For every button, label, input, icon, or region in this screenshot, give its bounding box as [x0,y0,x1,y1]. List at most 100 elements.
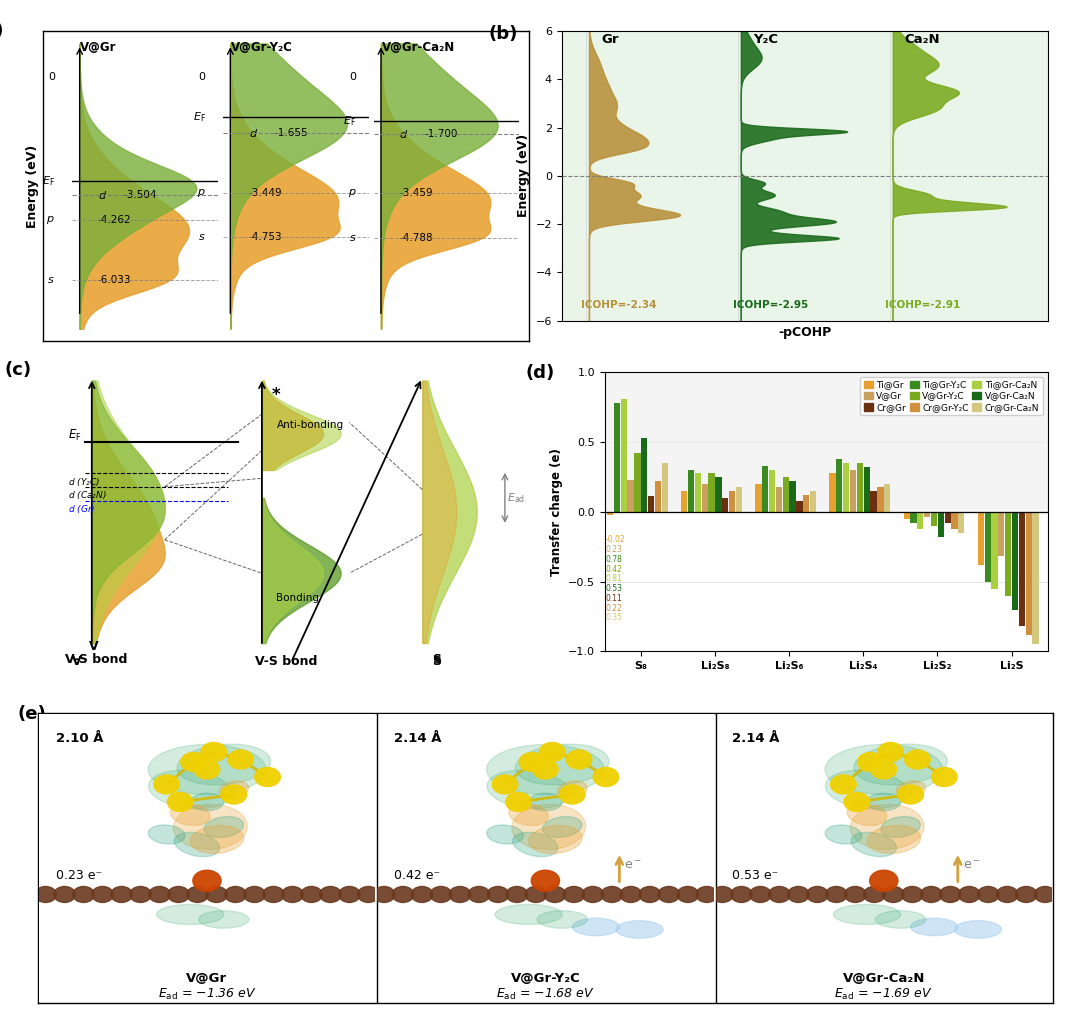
Ellipse shape [487,744,604,794]
Text: Ca₂N: Ca₂N [905,33,941,47]
Circle shape [878,742,903,761]
Text: $s$: $s$ [349,233,356,243]
Text: $E_\mathsf{F}$: $E_\mathsf{F}$ [192,111,205,124]
Ellipse shape [199,911,249,929]
Ellipse shape [850,804,924,850]
Circle shape [750,886,771,903]
Circle shape [940,886,961,903]
Circle shape [194,760,219,779]
Bar [1018,512,1025,627]
Text: ICOHP=-2.34: ICOHP=-2.34 [581,301,657,310]
Circle shape [905,750,930,769]
Text: $d$: $d$ [248,126,258,139]
Text: 0.53 e⁻: 0.53 e⁻ [732,870,779,882]
Ellipse shape [867,825,920,853]
Circle shape [167,792,193,812]
Text: 2.14 Å: 2.14 Å [394,732,442,744]
Bar [662,463,667,512]
Circle shape [563,886,584,903]
Bar [654,481,661,512]
Bar [870,491,877,512]
Text: -4.788: -4.788 [400,233,433,243]
Ellipse shape [515,744,609,785]
Ellipse shape [955,920,1001,938]
Bar [729,491,735,512]
Circle shape [92,886,113,903]
Bar [931,512,937,526]
Legend: Ti@Gr, V@Gr, Cr@Gr, Ti@Gr-Y₂C, V@Gr-Y₂C, Cr@Gr-Y₂C, Ti@Gr-Ca₂N, V@Gr-Ca₂N, Cr@Gr: Ti@Gr, V@Gr, Cr@Gr, Ti@Gr-Y₂C, V@Gr-Y₂C,… [860,376,1043,416]
Bar [642,437,647,512]
Ellipse shape [910,918,958,936]
Text: $d$: $d$ [400,128,408,140]
Text: -4.753: -4.753 [248,232,282,242]
Circle shape [544,886,566,903]
Ellipse shape [616,920,663,938]
Ellipse shape [825,825,862,844]
Text: $s$: $s$ [198,232,205,242]
Ellipse shape [509,803,549,825]
Circle shape [180,753,206,771]
Circle shape [566,750,592,769]
Bar [951,512,958,528]
Ellipse shape [881,817,920,838]
Bar [998,512,1004,556]
Text: V-S bond: V-S bond [255,656,318,668]
Circle shape [872,760,896,779]
Bar [796,500,802,512]
Ellipse shape [834,905,901,924]
Circle shape [582,886,604,903]
Text: 0.35: 0.35 [606,613,622,622]
Ellipse shape [190,825,244,853]
Circle shape [825,886,847,903]
Circle shape [531,871,559,891]
Circle shape [1015,886,1037,903]
Circle shape [807,886,828,903]
Ellipse shape [537,911,588,929]
Text: *: * [272,386,280,404]
Text: (b): (b) [489,25,518,43]
Circle shape [149,886,171,903]
Text: $d$ (Ca₂N): $d$ (Ca₂N) [67,489,106,501]
Y-axis label: Energy (eV): Energy (eV) [517,134,530,217]
Circle shape [882,886,904,903]
Text: 0.42 e⁻: 0.42 e⁻ [394,870,441,882]
Bar [613,403,620,512]
Circle shape [111,886,133,903]
Circle shape [201,742,227,761]
Text: 0.23 e⁻: 0.23 e⁻ [56,870,102,882]
Circle shape [525,886,546,903]
Circle shape [532,760,558,779]
Text: $d$: $d$ [98,188,107,201]
Text: 0.81: 0.81 [606,574,622,583]
Text: Y₂C: Y₂C [753,33,778,47]
Circle shape [411,886,433,903]
Bar [958,512,964,533]
Text: V-S bond: V-S bond [66,652,127,666]
Text: $E_\mathsf{F}$: $E_\mathsf{F}$ [42,174,55,188]
Text: -3.459: -3.459 [400,188,433,199]
Circle shape [167,886,189,903]
Circle shape [845,886,866,903]
Text: $p$: $p$ [197,187,205,199]
Text: $E_{\mathrm{ad}}$ = −1.36 eV: $E_{\mathrm{ad}}$ = −1.36 eV [158,986,256,1002]
Bar [977,512,984,565]
Circle shape [187,886,208,903]
Bar [1012,512,1018,610]
Text: 0.22: 0.22 [606,604,622,613]
Ellipse shape [513,832,558,856]
Circle shape [35,886,56,903]
Ellipse shape [157,905,224,924]
Bar [702,484,707,512]
Ellipse shape [557,781,588,798]
Text: S: S [432,652,442,666]
Circle shape [507,886,528,903]
Text: V@Gr-Y₂C: V@Gr-Y₂C [511,972,580,985]
Bar [991,512,998,588]
Text: Bonding: Bonding [276,594,320,603]
Circle shape [244,886,266,903]
Text: S: S [432,656,442,668]
Circle shape [54,886,76,903]
Ellipse shape [529,825,582,853]
Ellipse shape [854,744,947,785]
Text: Anti-bonding: Anti-bonding [276,420,343,430]
